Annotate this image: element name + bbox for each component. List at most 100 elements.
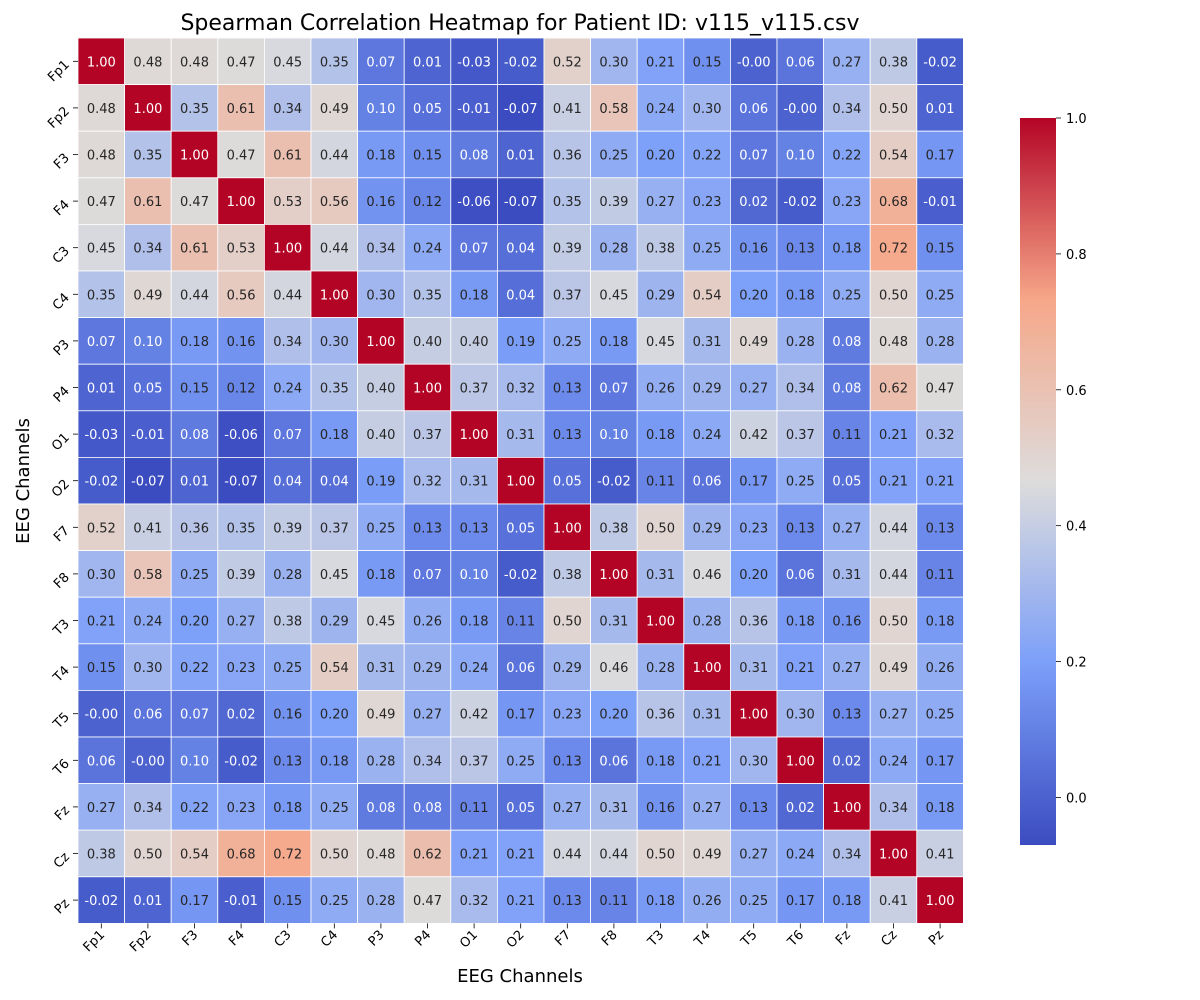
heatmap-cell-Fp2-F4: [217, 84, 265, 132]
cell-value-label: 0.27: [413, 708, 442, 723]
cell-value-label: 0.15: [180, 382, 209, 397]
cell-value-label: 0.15: [87, 661, 116, 676]
heatmap-cell-P4-C4: [310, 363, 358, 412]
cell-value-label: 0.49: [879, 661, 908, 676]
heatmap-cell-F8-O1: [450, 550, 498, 598]
heatmap-cell-Fp1-Pz: [916, 37, 964, 85]
cell-value-label: 0.32: [506, 382, 535, 397]
cell-value-label: 0.30: [366, 288, 395, 303]
heatmap-cell-Fp1-Fp2: [124, 37, 172, 85]
cell-value-label: 0.01: [180, 475, 209, 490]
cell-value-label: 0.37: [553, 288, 582, 303]
cell-value-label: 0.18: [832, 242, 861, 257]
heatmap-cell-Fz-T3: [636, 783, 685, 831]
heatmap-cell-P3-O2: [496, 317, 545, 365]
heatmap-cell-Pz-P3: [357, 876, 405, 924]
heatmap-cell-F4-Fp2: [124, 177, 172, 225]
cell-value-label: 0.34: [413, 754, 442, 769]
heatmap-cell-C4-Fp2: [124, 270, 172, 318]
cell-value-label: 0.22: [832, 149, 861, 164]
cell-value-label: 0.18: [599, 335, 628, 350]
heatmap-cell-F4-O2: [496, 177, 545, 225]
cell-value-label: 1.00: [366, 335, 395, 350]
cell-value-label: 0.19: [506, 335, 535, 350]
heatmap-cell-Pz-T4: [683, 876, 731, 924]
cell-value-label: 0.32: [926, 428, 955, 443]
heatmap-cell-C4-Pz: [916, 270, 964, 318]
cell-value-label: 0.27: [693, 801, 722, 816]
cell-value-label: 0.07: [87, 335, 116, 350]
heatmap-cell-P4-Fp2: [124, 363, 172, 412]
cell-value-label: 0.28: [693, 615, 722, 630]
heatmap-cell-Fp1-T6: [776, 37, 824, 85]
heatmap-cell-F8-F3: [170, 550, 219, 598]
heatmap-cell-P4-Fp1: [77, 363, 125, 412]
cell-value-label: 0.18: [320, 428, 349, 443]
heatmap-cell-P4-T5: [730, 363, 778, 412]
heatmap-cell-F8-F8: [590, 550, 638, 598]
cell-value-label: 0.27: [646, 195, 675, 210]
cell-value-label: 0.62: [413, 848, 442, 863]
heatmap-cell-Fp2-O2: [496, 84, 545, 132]
cell-value-label: 1.00: [926, 894, 955, 909]
cell-value-label: 0.21: [506, 894, 535, 909]
heatmap-cell-O2-F8: [590, 456, 638, 505]
heatmap-cell-C3-P4: [403, 223, 452, 272]
heatmap-cell-T3-P4: [403, 596, 452, 645]
y-tick-label-T6: T6: [50, 757, 73, 780]
cell-value-label: 0.27: [879, 708, 908, 723]
heatmap-cell-C3-O1: [450, 223, 498, 272]
heatmap-cell-Fp1-Fp1: [77, 37, 125, 85]
cell-value-label: 0.04: [273, 475, 302, 490]
cell-value-label: 0.48: [133, 55, 162, 70]
cell-value-label: 0.06: [786, 55, 815, 70]
heatmap-cell-Cz-P4: [403, 829, 452, 878]
cell-value-label: 0.30: [693, 102, 722, 117]
cell-value-label: 0.27: [739, 382, 768, 397]
cell-value-label: 0.31: [599, 615, 628, 630]
heatmap-cell-Fz-Fp1: [77, 783, 125, 831]
heatmap-cell-C3-C4: [310, 223, 358, 272]
cell-value-label: 0.15: [413, 149, 442, 164]
heatmap-cell-Fp2-O1: [450, 84, 498, 132]
cell-value-label: 0.11: [646, 475, 675, 490]
heatmap-cell-F3-C3: [263, 130, 312, 179]
cell-value-label: 0.22: [180, 801, 209, 816]
cell-value-label: 0.35: [553, 195, 582, 210]
heatmap-cell-F4-P3: [357, 177, 405, 225]
cell-value-label: 0.21: [926, 475, 955, 490]
heatmap-cell-T4-Fz: [823, 643, 871, 691]
y-tick-label-O1: O1: [49, 430, 73, 454]
heatmap-cell-Cz-P3: [357, 829, 405, 878]
heatmap-cell-T6-F8: [590, 736, 638, 784]
heatmap-cell-F3-O1: [450, 130, 498, 179]
cell-value-label: 0.21: [693, 754, 722, 769]
cell-value-label: 0.18: [926, 801, 955, 816]
cell-value-label: 0.48: [366, 848, 395, 863]
cell-value-label: 0.53: [273, 195, 302, 210]
cell-value-label: 0.20: [739, 568, 768, 583]
cell-value-label: 0.13: [413, 521, 442, 536]
colorbar-tick-label: 0.8: [1066, 248, 1087, 263]
cell-value-label: 0.11: [926, 568, 955, 583]
chart-title: Spearman Correlation Heatmap for Patient…: [180, 11, 859, 36]
cell-value-label: 0.30: [133, 661, 162, 676]
cell-value-label: 0.25: [599, 149, 628, 164]
colorbar-tick-label: 0.2: [1066, 656, 1087, 671]
cell-value-label: 0.06: [693, 475, 722, 490]
cell-value-label: 0.13: [926, 521, 955, 536]
cell-value-label: 0.35: [87, 288, 116, 303]
cell-value-label: 0.52: [553, 55, 582, 70]
heatmap-cell-Fp1-F3: [170, 37, 219, 85]
heatmap-cell-O2-C3: [263, 456, 312, 505]
heatmap-cell-Fz-Fp2: [124, 783, 172, 831]
heatmap-cell-Fz-F4: [217, 783, 265, 831]
heatmap-cell-F3-P3: [357, 130, 405, 179]
heatmap-cell-T6-F7: [543, 736, 591, 784]
cell-value-label: 0.13: [832, 708, 861, 723]
heatmap-cell-F4-T3: [636, 177, 685, 225]
cell-value-label: 0.45: [366, 615, 395, 630]
cell-value-label: 0.26: [413, 615, 442, 630]
heatmap-cell-O1-P4: [403, 410, 452, 458]
